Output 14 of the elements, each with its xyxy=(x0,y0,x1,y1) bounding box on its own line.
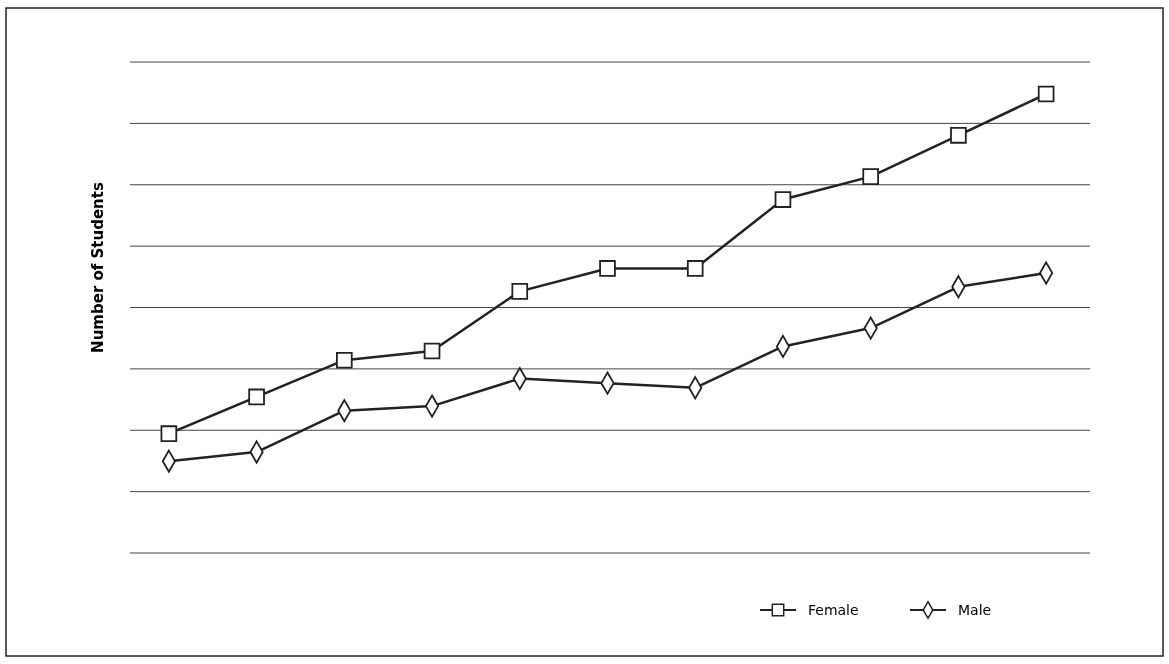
point xyxy=(336,351,353,369)
point xyxy=(1037,85,1055,103)
point xyxy=(862,168,879,185)
point xyxy=(686,260,704,277)
point xyxy=(248,388,265,406)
y-axis-title: Number of Students xyxy=(89,182,107,353)
legend-label: Male xyxy=(958,602,992,618)
point xyxy=(423,342,441,360)
point xyxy=(160,425,178,442)
point xyxy=(599,260,616,277)
point xyxy=(774,191,792,208)
point xyxy=(511,283,529,300)
point xyxy=(950,126,967,144)
legend-label: Female xyxy=(808,602,859,618)
